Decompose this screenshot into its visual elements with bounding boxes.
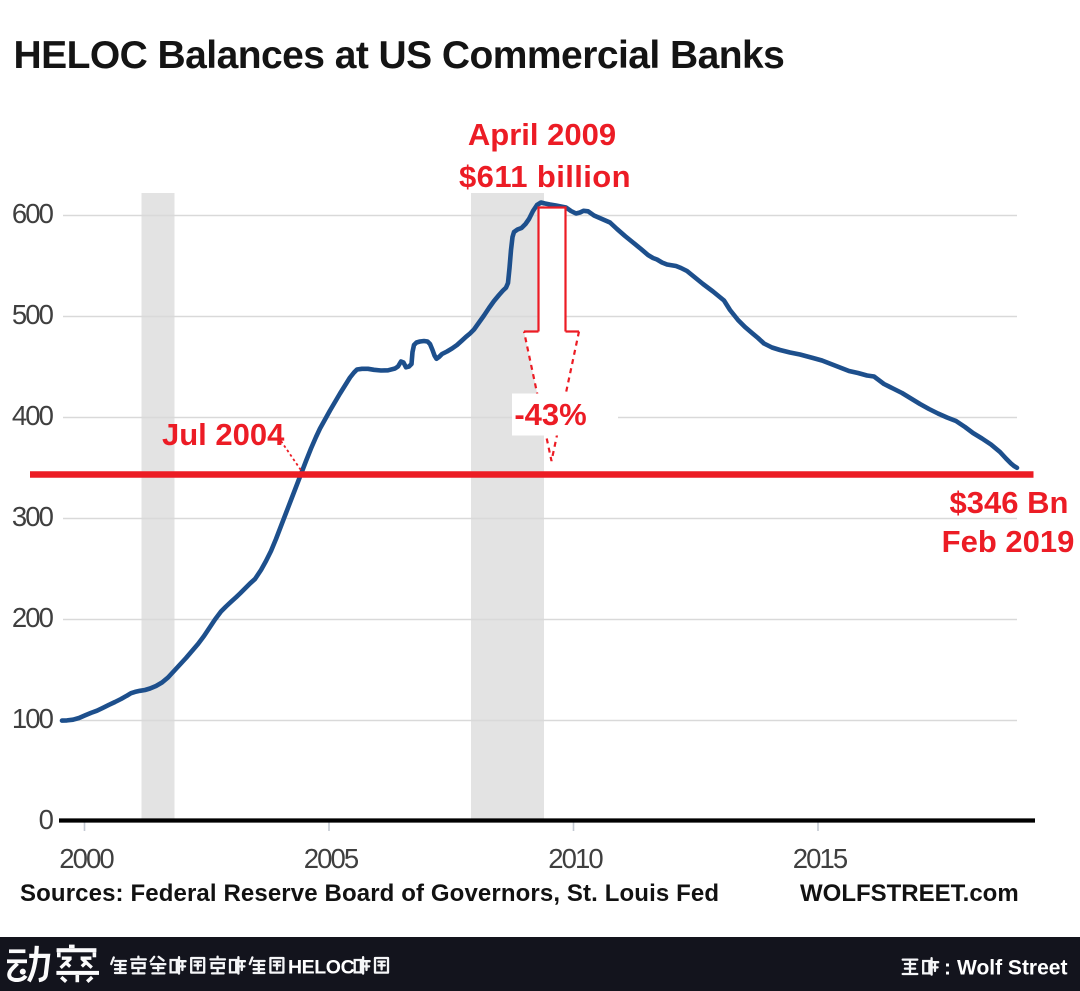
svg-text::: :	[944, 957, 951, 980]
svg-text:HELOC: HELOC	[288, 957, 355, 979]
svg-text:Wolf Street: Wolf Street	[957, 957, 1067, 980]
